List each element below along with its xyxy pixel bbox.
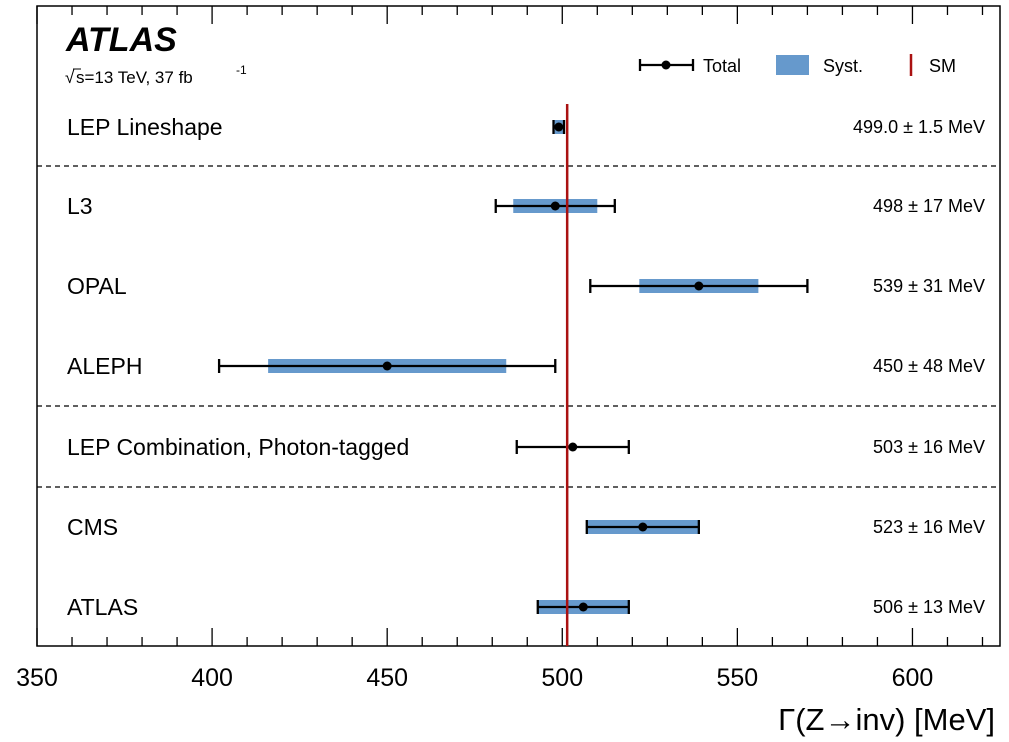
measurement-result: 450 ± 48 MeV bbox=[873, 356, 985, 376]
measurement-label: CMS bbox=[67, 514, 118, 540]
central-value-marker bbox=[638, 522, 648, 532]
measurement-label: OPAL bbox=[67, 273, 127, 299]
measurement-label: ATLAS bbox=[67, 594, 138, 620]
legend-total-label: Total bbox=[703, 56, 741, 76]
central-value-marker bbox=[382, 361, 392, 371]
central-value-marker bbox=[694, 281, 704, 291]
x-axis-label: Γ(Z→inv) [MeV] bbox=[778, 702, 995, 737]
measurement-label: L3 bbox=[67, 193, 93, 219]
atlas-label: ATLAS bbox=[65, 21, 177, 59]
legend-total-marker bbox=[661, 60, 671, 70]
sqrt-symbol: √ bbox=[65, 68, 75, 87]
energy-lumi-label: s=13 TeV, 37 fb bbox=[76, 68, 193, 87]
measurement-result: 503 ± 16 MeV bbox=[873, 437, 985, 457]
central-value-marker bbox=[550, 201, 560, 211]
x-tick-label: 600 bbox=[892, 664, 934, 692]
measurement-label: LEP Lineshape bbox=[67, 114, 223, 140]
measurement-result: 539 ± 31 MeV bbox=[873, 276, 985, 296]
central-value-marker bbox=[568, 442, 578, 452]
measurement-result: 498 ± 17 MeV bbox=[873, 196, 985, 216]
central-value-marker bbox=[578, 602, 588, 612]
plot-frame bbox=[36, 5, 1001, 647]
x-tick-label: 400 bbox=[191, 664, 233, 692]
measurement-result: 499.0 ± 1.5 MeV bbox=[853, 117, 985, 137]
measurement-result: 523 ± 16 MeV bbox=[873, 517, 985, 537]
x-tick-label: 450 bbox=[366, 664, 408, 692]
legend-sm-label: SM bbox=[929, 56, 956, 76]
measurement-result: 506 ± 13 MeV bbox=[873, 597, 985, 617]
central-value-marker bbox=[554, 122, 564, 132]
x-tick-label: 500 bbox=[541, 664, 583, 692]
legend-syst-label: Syst. bbox=[823, 56, 863, 76]
measurement-label: LEP Combination, Photon-tagged bbox=[67, 434, 409, 460]
x-tick-label: 550 bbox=[717, 664, 759, 692]
legend-syst-swatch bbox=[776, 55, 809, 75]
lumi-superscript: -1 bbox=[236, 63, 247, 77]
measurement-label: ALEPH bbox=[67, 353, 142, 379]
x-tick-label: 350 bbox=[16, 664, 58, 692]
